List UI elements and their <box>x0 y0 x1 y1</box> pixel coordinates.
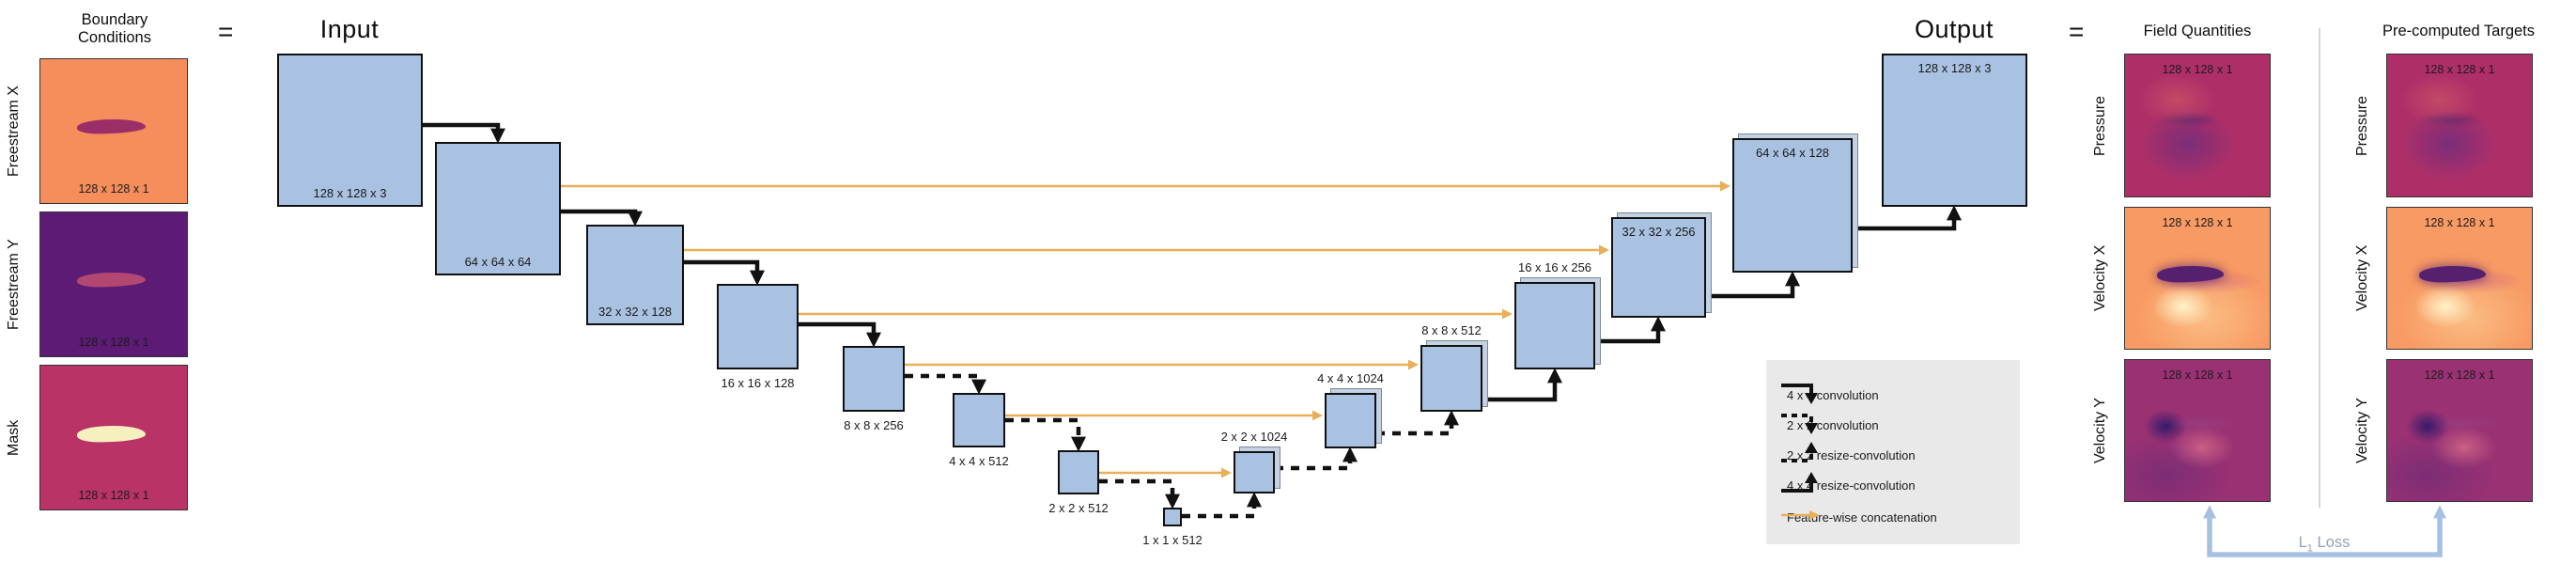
block-output-label: 128 x 128 x 3 <box>1917 61 1992 75</box>
block-enc-2 <box>1058 450 1099 494</box>
legend-item-conv2: 2 x 2 convolution <box>1779 411 2014 439</box>
block-dec-32 <box>1611 217 1706 318</box>
legend-label: Feature-wise concatenation <box>1787 509 1937 525</box>
block-dec-2 <box>1234 451 1275 494</box>
target-pressure-image: 128 x 128 x 1 <box>2386 54 2533 197</box>
target-velocity-x-image: 128 x 128 x 1 <box>2386 207 2533 350</box>
block-enc-8-label: 8 x 8 x 256 <box>844 418 904 432</box>
field-velocity-x-dims: 128 x 128 x 1 <box>2162 216 2233 229</box>
input-title: Input <box>319 15 380 43</box>
block-input <box>277 54 423 207</box>
mask-dims: 128 x 128 x 1 <box>78 489 149 502</box>
legend-item-resize2: 2 x 2 resize-convolution <box>1779 441 2014 469</box>
block-dec-2-label: 2 x 2 x 1024 <box>1220 430 1288 444</box>
block-bottleneck-1 <box>1163 508 1182 526</box>
target-pressure-label: Pressure <box>2354 95 2370 156</box>
block-enc-32-label: 32 x 32 x 128 <box>597 305 673 319</box>
block-enc-32 <box>586 225 684 325</box>
target-pressure-dims: 128 x 128 x 1 <box>2424 63 2495 76</box>
equals-sign-right: = <box>2069 17 2085 46</box>
block-enc-16-label: 16 x 16 x 128 <box>721 376 795 390</box>
resize-conv-2x2-arrows <box>1182 410 1459 519</box>
loss-rest: Loss <box>2317 534 2351 551</box>
conv-4x4-arrows <box>423 122 881 348</box>
resize-conv-4x4-arrows <box>1482 205 1962 402</box>
field-pressure-label: Pressure <box>2092 95 2108 156</box>
legend-label: 2 x 2 resize-convolution <box>1787 447 1916 462</box>
resize-conv-4x4-glyph <box>1781 472 1818 493</box>
skip-connection-arrows <box>561 180 1730 478</box>
field-pressure-image: 128 x 128 x 1 <box>2124 54 2271 197</box>
boundary-title-line1: Boundary <box>81 11 148 28</box>
conv-4x4-glyph <box>1781 384 1818 404</box>
block-dec-16 <box>1514 282 1595 369</box>
precomputed-targets-title: Pre-computed Targets <box>2382 23 2536 39</box>
l1-loss-bracket <box>2203 505 2446 557</box>
target-velocity-x-dims: 128 x 128 x 1 <box>2424 216 2495 229</box>
block-bottleneck-1-label: 1 x 1 x 512 <box>1142 533 1203 547</box>
field-velocity-y-image: 128 x 128 x 1 <box>2124 359 2271 502</box>
conv-2x2-glyph <box>1781 414 1818 434</box>
block-dec-32-label: 32 x 32 x 256 <box>1622 225 1696 239</box>
field-quantities-title: Field Quantities <box>2143 23 2252 39</box>
block-enc-2-label: 2 x 2 x 512 <box>1048 501 1109 515</box>
conv-2x2-arrows <box>905 373 1180 509</box>
freestream-y-dims: 128 x 128 x 1 <box>78 336 149 349</box>
field-velocity-y-dims: 128 x 128 x 1 <box>2162 368 2233 382</box>
freestream-x-dims: 128 x 128 x 1 <box>78 182 149 196</box>
block-enc-64 <box>435 142 561 275</box>
equals-sign-left: = <box>218 17 234 46</box>
output-title: Output <box>1914 15 1994 43</box>
legend-item-resize4: 4 x 4 resize-convolution <box>1779 471 2014 499</box>
block-dec-64-label: 64 x 64 x 128 <box>1755 146 1830 160</box>
airfoil-shape <box>2418 264 2486 283</box>
mask-image: 128 x 128 x 1 <box>39 365 188 510</box>
target-velocity-y-label: Velocity Y <box>2354 398 2370 463</box>
block-dec-16-label: 16 x 16 x 256 <box>1517 260 1592 274</box>
resize-conv-2x2-glyph <box>1781 442 1818 462</box>
block-input-label: 128 x 128 x 3 <box>313 186 387 200</box>
block-enc-4 <box>953 393 1005 447</box>
l1-loss-label: L1 Loss <box>2258 534 2390 554</box>
target-velocity-x-label: Velocity X <box>2354 244 2370 312</box>
block-dec-4 <box>1325 393 1376 448</box>
field-velocity-y-label: Velocity Y <box>2092 398 2108 463</box>
target-velocity-y-image: 128 x 128 x 1 <box>2386 359 2533 502</box>
legend-item-conv4: 4 x 4 convolution <box>1779 381 2014 409</box>
legend-item-concat: Feature-wise concatenation <box>1779 503 2014 531</box>
block-enc-64-label: 64 x 64 x 64 <box>464 255 532 269</box>
block-dec-8 <box>1420 345 1482 412</box>
airfoil-shape <box>2156 264 2224 283</box>
block-enc-16 <box>717 284 799 369</box>
concat-glyph <box>1781 510 1820 520</box>
block-enc-4-label: 4 x 4 x 512 <box>949 454 1009 468</box>
loss-sub: 1 <box>2306 542 2313 555</box>
field-velocity-x-image: 128 x 128 x 1 <box>2124 207 2271 350</box>
boundary-conditions-title: Boundary Conditions <box>34 11 195 47</box>
legend-label: 4 x 4 resize-convolution <box>1787 478 1916 493</box>
block-dec-4-label: 4 x 4 x 1024 <box>1317 371 1384 385</box>
freestream-x-image: 128 x 128 x 1 <box>39 58 188 204</box>
freestream-y-image: 128 x 128 x 1 <box>39 212 188 357</box>
block-dec-8-label: 8 x 8 x 512 <box>1421 323 1482 337</box>
block-enc-8 <box>843 346 905 412</box>
boundary-title-line2: Conditions <box>78 29 151 46</box>
block-output <box>1882 54 2027 207</box>
target-velocity-y-dims: 128 x 128 x 1 <box>2424 368 2495 382</box>
field-pressure-dims: 128 x 128 x 1 <box>2162 63 2233 76</box>
block-dec-64 <box>1732 138 1853 273</box>
loss-letter: L <box>2298 534 2307 551</box>
field-velocity-x-label: Velocity X <box>2092 244 2108 312</box>
legend-box: 4 x 4 convolution 2 x 2 convolution 2 x … <box>1766 360 2020 544</box>
